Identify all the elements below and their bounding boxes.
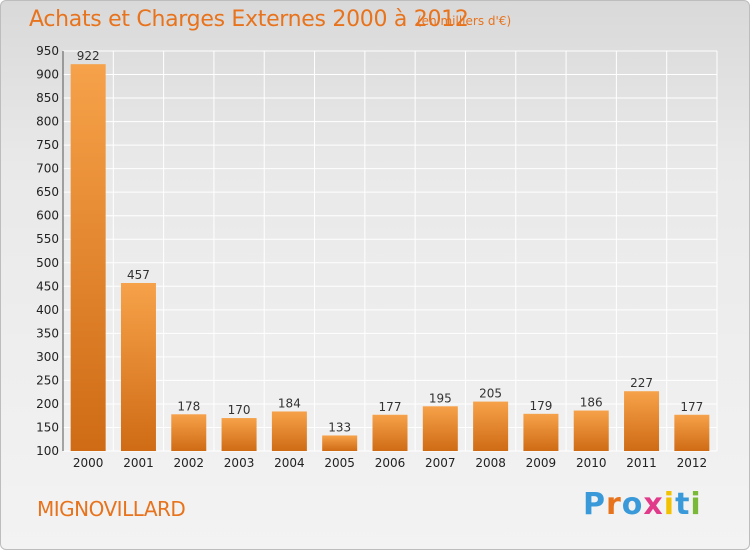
y-tick-label: 850 xyxy=(36,91,59,105)
y-tick-label: 500 xyxy=(36,256,59,270)
chart-subtitle: (en milliers d'€) xyxy=(417,14,512,28)
logo-letter: i xyxy=(690,487,702,522)
bar-2005 xyxy=(322,435,358,451)
value-label: 457 xyxy=(127,268,150,282)
y-tick-label: 900 xyxy=(36,68,59,82)
y-tick-label: 350 xyxy=(36,326,59,340)
x-tick-label: 2003 xyxy=(224,456,255,470)
logo-letter: o xyxy=(621,487,644,522)
value-label: 133 xyxy=(328,420,351,434)
x-tick-label: 2011 xyxy=(626,456,657,470)
bar-2002 xyxy=(171,414,207,451)
chart-title: Achats et Charges Externes 2000 à 2012 xyxy=(29,7,469,32)
logo-letter: t xyxy=(675,487,691,522)
x-tick-label: 2005 xyxy=(324,456,355,470)
y-tick-label: 250 xyxy=(36,373,59,387)
x-tick-label: 2001 xyxy=(123,456,154,470)
bar-2010 xyxy=(573,410,609,451)
logo-letter: P xyxy=(583,487,606,522)
logo-letter: i xyxy=(663,487,676,522)
logo-letter: r xyxy=(606,487,622,522)
value-label: 184 xyxy=(278,396,301,410)
x-tick-label: 2008 xyxy=(475,456,506,470)
y-tick-label: 150 xyxy=(36,420,59,434)
value-label: 205 xyxy=(479,387,502,401)
bar-2001 xyxy=(120,283,156,451)
bars xyxy=(70,64,710,452)
x-axis: 2000 2001 2002 2003 2004 2005 2006 2007 2008 2009… xyxy=(73,456,707,470)
logo-letter: x xyxy=(643,487,664,522)
commune-name: MIGNOVILLARD xyxy=(37,497,186,521)
y-tick-label: 700 xyxy=(36,162,59,176)
bar-2012 xyxy=(674,414,710,451)
x-tick-label: 2006 xyxy=(375,456,406,470)
y-tick-label: 750 xyxy=(36,138,59,152)
value-label: 227 xyxy=(630,376,653,390)
x-tick-label: 2004 xyxy=(274,456,305,470)
x-tick-label: 2000 xyxy=(73,456,104,470)
grid-lines xyxy=(62,50,718,452)
bar-2000 xyxy=(70,64,106,452)
value-label: 195 xyxy=(429,391,452,405)
bar-2003 xyxy=(221,418,257,451)
y-tick-label: 600 xyxy=(36,209,59,223)
value-label: 178 xyxy=(177,399,200,413)
y-tick-label: 950 xyxy=(36,44,59,58)
value-label: 177 xyxy=(379,400,402,414)
bar-2008 xyxy=(473,401,509,451)
x-tick-label: 2007 xyxy=(425,456,456,470)
x-tick-label: 2002 xyxy=(173,456,204,470)
value-label: 922 xyxy=(77,49,100,63)
proxiti-logo: Proxiti xyxy=(583,487,702,522)
bar-2007 xyxy=(422,406,458,451)
value-label: 186 xyxy=(580,396,603,410)
x-tick-label: 2010 xyxy=(576,456,607,470)
value-label: 177 xyxy=(680,400,703,414)
bar-2004 xyxy=(271,411,307,451)
value-label: 170 xyxy=(228,403,251,417)
bar-2009 xyxy=(523,413,559,451)
x-tick-label: 2012 xyxy=(677,456,708,470)
bar-2011 xyxy=(624,391,660,451)
y-tick-label: 650 xyxy=(36,185,59,199)
y-tick-label: 300 xyxy=(36,350,59,364)
y-tick-label: 100 xyxy=(36,444,59,458)
y-tick-label: 550 xyxy=(36,232,59,246)
bar-2006 xyxy=(372,414,408,451)
value-label: 179 xyxy=(529,399,552,413)
value-labels: 922 457 178 170 184 133 177 195 205 179 186 227 177 xyxy=(77,49,704,434)
y-tick-label: 450 xyxy=(36,279,59,293)
y-tick-label: 200 xyxy=(36,397,59,411)
y-tick-label: 800 xyxy=(36,115,59,129)
x-tick-label: 2009 xyxy=(526,456,557,470)
y-tick-label: 400 xyxy=(36,303,59,317)
y-axis: 100 150 200 250 300 350 400 450 500 550 600 650 700 7… xyxy=(36,44,64,458)
